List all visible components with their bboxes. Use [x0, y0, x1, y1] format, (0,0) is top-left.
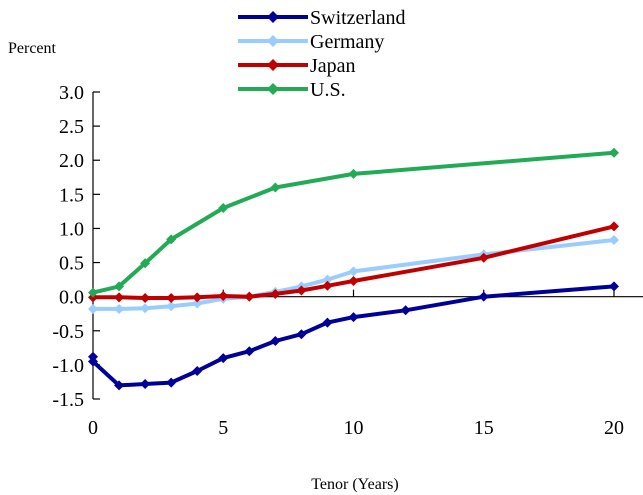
legend-marker	[267, 59, 279, 71]
data-point-switzerland	[114, 380, 125, 391]
data-point-germany	[114, 303, 125, 314]
data-point-u-s	[88, 287, 98, 298]
data-point-japan	[166, 293, 177, 304]
data-point-germany	[609, 235, 619, 246]
data-point-germany	[348, 266, 359, 277]
series-line-u-s	[92, 150, 615, 295]
data-point-u-s	[348, 168, 359, 179]
legend-marker	[267, 83, 279, 95]
x-axis-title: Tenor (Years)	[311, 476, 398, 493]
data-point-switzerland	[140, 378, 151, 389]
legend-item-japan: Japan	[238, 55, 356, 77]
y-tick-label: -1.0	[52, 355, 84, 377]
legend-label: U.S.	[310, 79, 346, 101]
data-point-japan	[296, 285, 307, 296]
data-point-switzerland	[296, 329, 307, 340]
legend-label: Germany	[310, 31, 384, 53]
x-tick-label: 5	[218, 417, 228, 439]
series-germany	[88, 235, 619, 314]
data-point-switzerland	[244, 346, 255, 357]
data-point-u-s	[609, 147, 619, 158]
data-point-switzerland	[400, 305, 411, 316]
legend-label: Switzerland	[310, 7, 406, 29]
data-point-switzerland	[322, 317, 333, 328]
series-layer	[88, 147, 619, 391]
y-tick-label: 1.0	[59, 218, 84, 240]
y-axis: -1.5 -1.0 -0.5 0.0 0.5 1.0 1.5 2.0 2.5 3.0	[52, 82, 100, 411]
data-point-japan	[270, 288, 281, 299]
data-point-switzerland	[218, 353, 229, 364]
y-tick-label: -0.5	[52, 321, 84, 343]
data-point-japan	[192, 292, 203, 303]
data-point-u-s	[166, 234, 177, 245]
x-tick-label: 0	[88, 417, 98, 439]
series-japan	[88, 221, 619, 304]
y-tick-label: 2.0	[59, 150, 84, 172]
data-point-u-s	[114, 281, 125, 292]
data-point-japan	[218, 290, 229, 301]
x-tick-label: 10	[344, 417, 364, 439]
y-axis-title: Percent	[8, 40, 57, 57]
data-point-u-s	[218, 202, 229, 213]
data-point-germany	[140, 303, 151, 314]
legend-marker	[267, 11, 279, 23]
data-point-japan	[114, 292, 125, 303]
y-tick-label: 3.0	[59, 82, 84, 104]
data-point-germany	[322, 274, 333, 285]
data-point-switzerland	[192, 366, 203, 377]
x-axis: 0 5 10 15 20	[88, 289, 643, 439]
data-point-japan	[609, 221, 619, 232]
data-point-japan	[478, 252, 489, 263]
y-tick-label: -1.5	[52, 389, 84, 411]
legend-item-u-s: U.S.	[238, 79, 346, 101]
data-point-germany	[166, 301, 177, 312]
y-tick-label: 1.5	[59, 184, 84, 206]
data-point-japan	[244, 291, 255, 302]
legend-marker	[267, 35, 279, 47]
data-point-japan	[348, 275, 359, 286]
y-tick-label: 0.0	[59, 287, 84, 309]
data-point-switzerland	[478, 291, 489, 302]
data-point-japan	[322, 280, 333, 291]
x-tick-label: 15	[474, 417, 494, 439]
data-point-germany	[88, 303, 98, 314]
data-point-u-s	[140, 258, 151, 269]
data-point-germany	[192, 298, 203, 309]
data-point-switzerland	[609, 281, 619, 292]
y-tick-label: 2.5	[59, 116, 84, 138]
data-point-switzerland	[166, 377, 177, 388]
y-tick-label: 0.5	[59, 253, 84, 275]
series-u-s	[88, 147, 619, 298]
x-tick-label: 20	[604, 417, 624, 439]
legend-item-switzerland: Switzerland	[238, 7, 406, 29]
series-switzerland	[88, 281, 619, 391]
data-point-switzerland	[348, 312, 359, 323]
legend-label: Japan	[310, 55, 356, 77]
data-point-switzerland	[270, 336, 281, 347]
data-point-japan	[140, 293, 151, 304]
data-point-switzerland	[88, 356, 98, 367]
data-point-u-s	[270, 182, 281, 193]
legend-item-germany: Germany	[238, 31, 384, 53]
